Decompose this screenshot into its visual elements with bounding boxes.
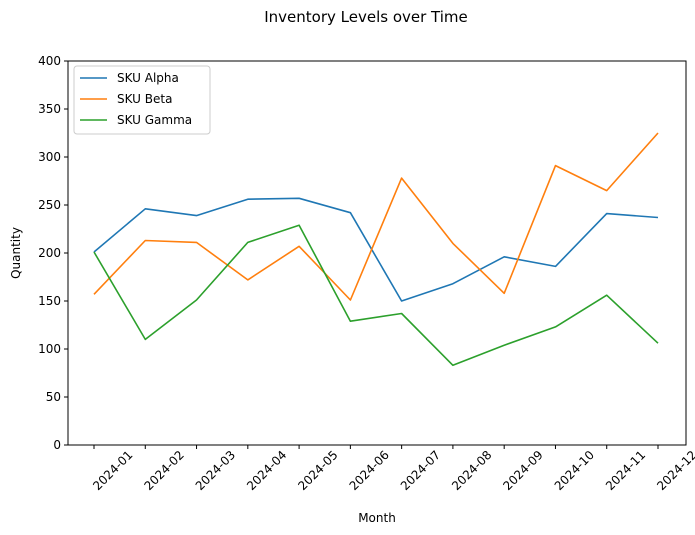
x-tick-label: 2024-03 bbox=[193, 448, 238, 493]
y-tick-label: 50 bbox=[46, 390, 61, 404]
legend-label: SKU Beta bbox=[117, 92, 172, 106]
x-axis-label: Month bbox=[358, 511, 396, 525]
x-tick-label: 2024-06 bbox=[347, 448, 392, 493]
y-tick-label: 350 bbox=[38, 102, 61, 116]
x-tick-label: 2024-10 bbox=[552, 448, 597, 493]
series-line-sku-beta bbox=[93, 132, 659, 301]
y-tick-label: 100 bbox=[38, 342, 61, 356]
y-tick-label: 150 bbox=[38, 294, 61, 308]
y-axis: 0 50 100 150 200 250 300 350 400 bbox=[38, 54, 68, 452]
series-lines bbox=[93, 132, 659, 367]
y-tick-label: 400 bbox=[38, 54, 61, 68]
x-tick-label: 2024-09 bbox=[500, 448, 545, 493]
legend: SKU Alpha SKU Beta SKU Gamma bbox=[73, 65, 211, 135]
x-tick-label: 2024-02 bbox=[141, 448, 186, 493]
legend-frame bbox=[73, 65, 211, 135]
x-tick-label: 2024-04 bbox=[244, 448, 289, 493]
y-tick-label: 200 bbox=[38, 246, 61, 260]
x-tick-label: 2024-05 bbox=[295, 448, 340, 493]
series-line-sku-alpha bbox=[93, 197, 659, 302]
chart-title: Inventory Levels over Time bbox=[264, 8, 468, 26]
series-line-sku-gamma bbox=[93, 224, 659, 367]
y-axis-label: Quantity bbox=[9, 227, 23, 279]
x-tick-label: 2024-07 bbox=[398, 448, 443, 493]
y-tick-label: 250 bbox=[38, 198, 61, 212]
legend-label: SKU Alpha bbox=[117, 71, 179, 85]
x-tick-label: 2024-08 bbox=[449, 448, 494, 493]
x-axis: 2024-01 2024-02 2024-03 2024-04 2024-05 2024-… bbox=[90, 445, 695, 493]
legend-label: SKU Gamma bbox=[117, 113, 192, 127]
y-tick-label: 0 bbox=[53, 438, 61, 452]
y-tick-label: 300 bbox=[38, 150, 61, 164]
x-tick-label: 2024-12 bbox=[654, 448, 695, 493]
x-tick-label: 2024-11 bbox=[603, 448, 648, 493]
x-tick-label: 2024-01 bbox=[90, 448, 135, 493]
